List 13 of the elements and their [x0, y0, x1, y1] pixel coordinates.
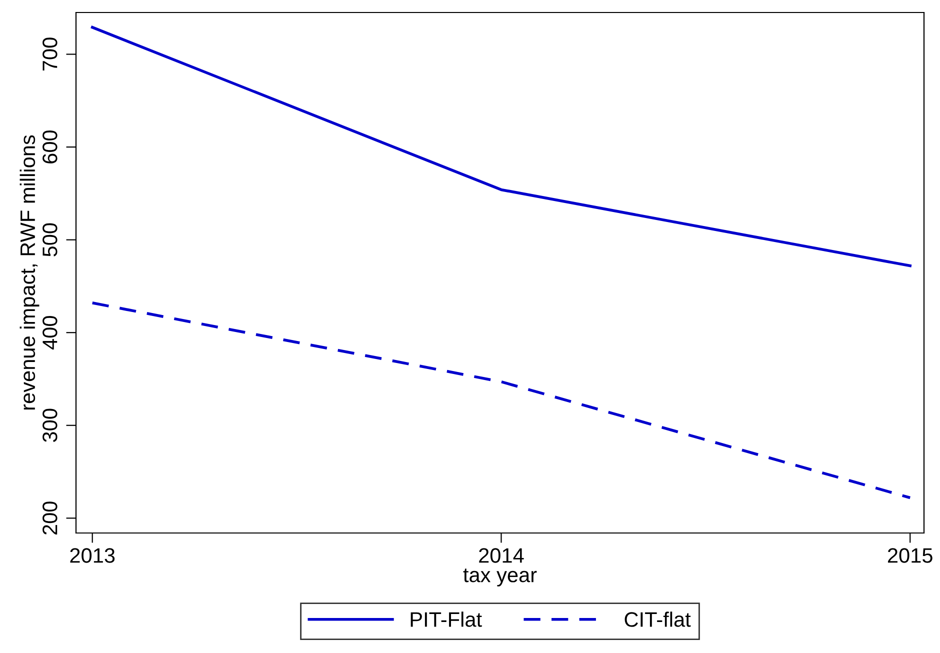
- y-tick-label: 700: [42, 38, 58, 71]
- y-tick-label: 500: [42, 223, 58, 256]
- x-tick-label: 2015: [888, 548, 932, 563]
- legend-label: PIT-Flat: [410, 612, 482, 627]
- y-tick-label: 600: [42, 130, 58, 164]
- y-tick-label: 300: [42, 408, 58, 442]
- y-tick-label: 400: [42, 316, 58, 350]
- y-axis-title: revenue impact, RWF millions: [20, 135, 40, 410]
- x-tick-label: 2014: [479, 548, 524, 563]
- x-tick-label: 2013: [70, 548, 115, 563]
- y-tick-label: 200: [42, 502, 58, 534]
- x-axis-title: tax year: [463, 568, 537, 586]
- legend-label: CIT-flat: [624, 612, 691, 627]
